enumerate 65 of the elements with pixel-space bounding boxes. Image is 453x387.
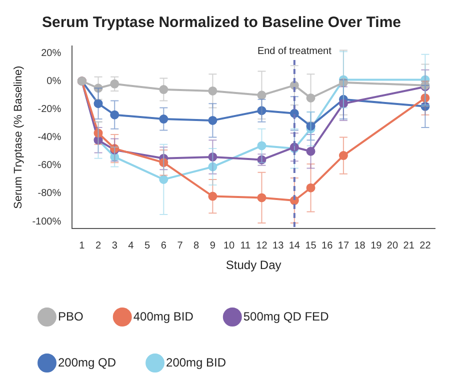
y-tick-label: -40%	[38, 132, 62, 144]
y-tick-label: -80%	[38, 188, 62, 200]
x-tick-label: 19	[370, 240, 382, 252]
x-tick-label: 3	[112, 240, 118, 252]
point	[338, 151, 348, 160]
point	[208, 86, 218, 96]
x-tick-label: 1	[79, 240, 86, 252]
y-axis-title: Serum Tryptase (% Baseline)	[12, 66, 25, 209]
point	[94, 128, 103, 138]
point	[257, 106, 266, 116]
point	[159, 174, 168, 184]
y-tick-label: 0%	[46, 76, 62, 87]
point	[420, 102, 430, 111]
x-tick-label: 14	[288, 240, 300, 252]
point	[208, 116, 218, 125]
point	[306, 183, 316, 192]
x-tick-label: 6	[160, 240, 167, 252]
x-tick-label: 5	[144, 240, 151, 252]
x-tick-label: 15	[305, 240, 317, 252]
x-tick-label: 22	[420, 240, 432, 252]
point	[208, 152, 218, 162]
x-tick-label: 9	[210, 240, 216, 252]
legend-label: 200mg BID	[166, 355, 226, 370]
legend-label: 500mg QD FED	[243, 309, 330, 324]
point	[110, 110, 120, 120]
x-tick-label: 17	[338, 240, 350, 252]
point	[159, 158, 168, 168]
x-tick-label: 16	[322, 240, 334, 252]
ref-line-label: End of treatment	[257, 46, 332, 57]
point	[420, 93, 430, 102]
y-tick-label: -60%	[38, 160, 62, 172]
x-tick-label: 18	[354, 240, 366, 252]
x-tick-label: 21	[403, 240, 415, 252]
x-tick-label: 11	[240, 240, 252, 252]
legend-label: 200mg QD	[58, 355, 116, 370]
point	[208, 192, 218, 201]
point	[306, 146, 316, 156]
point	[94, 84, 103, 93]
x-tick-label: 10	[223, 240, 236, 252]
point	[257, 193, 266, 202]
y-tick-label: 20%	[41, 48, 62, 59]
point	[306, 122, 316, 131]
chart-title: Serum Tryptase Normalized to Baseline Over Time	[42, 14, 402, 32]
x-tick-label: 7	[177, 240, 184, 252]
y-tick-label: -20%	[38, 104, 62, 115]
point	[338, 78, 348, 88]
point	[159, 114, 168, 124]
point	[208, 162, 218, 172]
x-tick-label: 8	[194, 240, 200, 252]
x-axis-title: Study Day	[226, 258, 282, 272]
x-tick-label: 12	[256, 240, 268, 252]
x-tick-label: 2	[95, 240, 102, 252]
point	[94, 99, 103, 108]
x-tick-label: 4	[128, 240, 134, 252]
point	[257, 141, 266, 150]
legend-label: 400mg BID	[133, 309, 194, 324]
point	[338, 99, 348, 108]
point	[159, 85, 168, 94]
legend-label: PBO	[58, 309, 84, 324]
x-tick-label: 20	[386, 240, 398, 252]
x-tick-label: 13	[272, 240, 284, 252]
y-tick-label: -100%	[32, 216, 62, 228]
point	[257, 90, 266, 100]
point	[306, 93, 316, 102]
point	[110, 79, 120, 88]
